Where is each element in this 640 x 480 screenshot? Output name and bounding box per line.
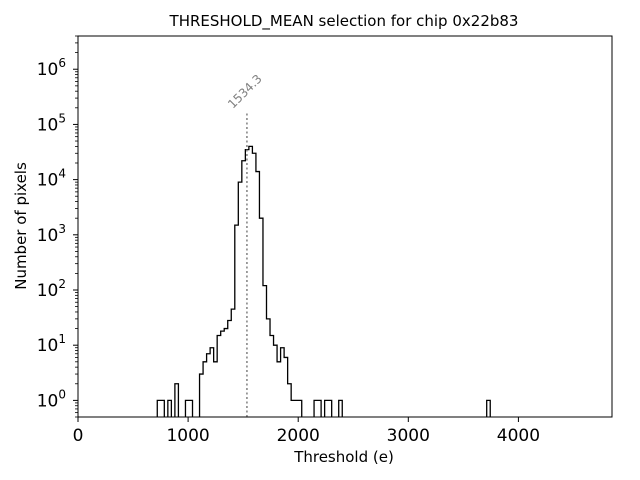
histogram-bin [314, 400, 318, 417]
y-tick-label: 102 [37, 277, 66, 301]
histogram-bin [259, 218, 263, 417]
histogram-bin [217, 335, 221, 417]
histogram-bin [242, 161, 246, 417]
histogram-bin [203, 362, 207, 417]
histogram-bin [295, 400, 299, 417]
histogram-bin [281, 348, 285, 417]
histogram-bin [228, 321, 232, 417]
histogram-bin [291, 400, 295, 417]
histogram-bin [224, 329, 228, 417]
chart-title: THRESHOLD_MEAN selection for chip 0x22b8… [169, 12, 519, 31]
histogram-bin [185, 400, 189, 417]
x-tick-label: 3000 [387, 426, 430, 446]
histogram-bin [214, 362, 218, 417]
x-axis: 0 1000 2000 3000 4000 [73, 417, 540, 446]
y-tick-label: 105 [37, 111, 66, 135]
histogram-bin [161, 400, 165, 417]
histogram-bin [487, 400, 491, 417]
histogram-bin [238, 182, 242, 417]
histogram-bin [207, 354, 211, 417]
histogram-bin [266, 319, 270, 417]
histogram-bin [318, 400, 322, 417]
histogram-bin [339, 400, 343, 417]
histogram-bin [288, 384, 292, 417]
histogram-bin [284, 357, 288, 417]
x-tick-label: 0 [73, 426, 84, 446]
y-axis-label: Number of pixels [12, 162, 30, 290]
y-axis: 100 101 102 103 104 105 106 [37, 35, 78, 418]
y-tick-label: 104 [37, 167, 66, 191]
histogram-bin [245, 150, 249, 417]
histogram-bin [270, 335, 274, 417]
y-tick-label: 101 [37, 332, 66, 356]
y-tick-label: 100 [37, 387, 66, 411]
plot-area: 1534.3 [156, 72, 491, 417]
histogram-bin [157, 400, 161, 417]
histogram-bin [249, 146, 253, 417]
histogram-bin [274, 345, 278, 417]
histogram-bin [298, 400, 302, 417]
x-tick-label: 2000 [277, 426, 320, 446]
axes-frame [77, 35, 613, 418]
histogram-bin [168, 400, 172, 417]
x-axis-label: Threshold (e) [293, 448, 394, 466]
histogram-bin [189, 400, 193, 417]
histogram-bin [252, 153, 256, 417]
mean-value-label: 1534.3 [225, 72, 265, 112]
y-tick-label: 106 [37, 56, 66, 80]
histogram-bin [210, 348, 214, 417]
x-tick-label: 4000 [497, 426, 540, 446]
histogram-bin [325, 400, 329, 417]
y-tick-label: 103 [37, 222, 66, 246]
histogram-bin [221, 331, 225, 417]
histogram-bin [200, 374, 204, 417]
histogram-bin [263, 286, 267, 417]
histogram-bin [175, 384, 179, 417]
histogram-bin [277, 362, 281, 417]
histogram-step-outline [156, 145, 491, 417]
histogram-bin [256, 172, 260, 417]
histogram-bin [235, 225, 239, 417]
histogram-bin [328, 400, 332, 417]
x-tick-label: 1000 [166, 426, 209, 446]
histogram-bin [231, 309, 235, 417]
